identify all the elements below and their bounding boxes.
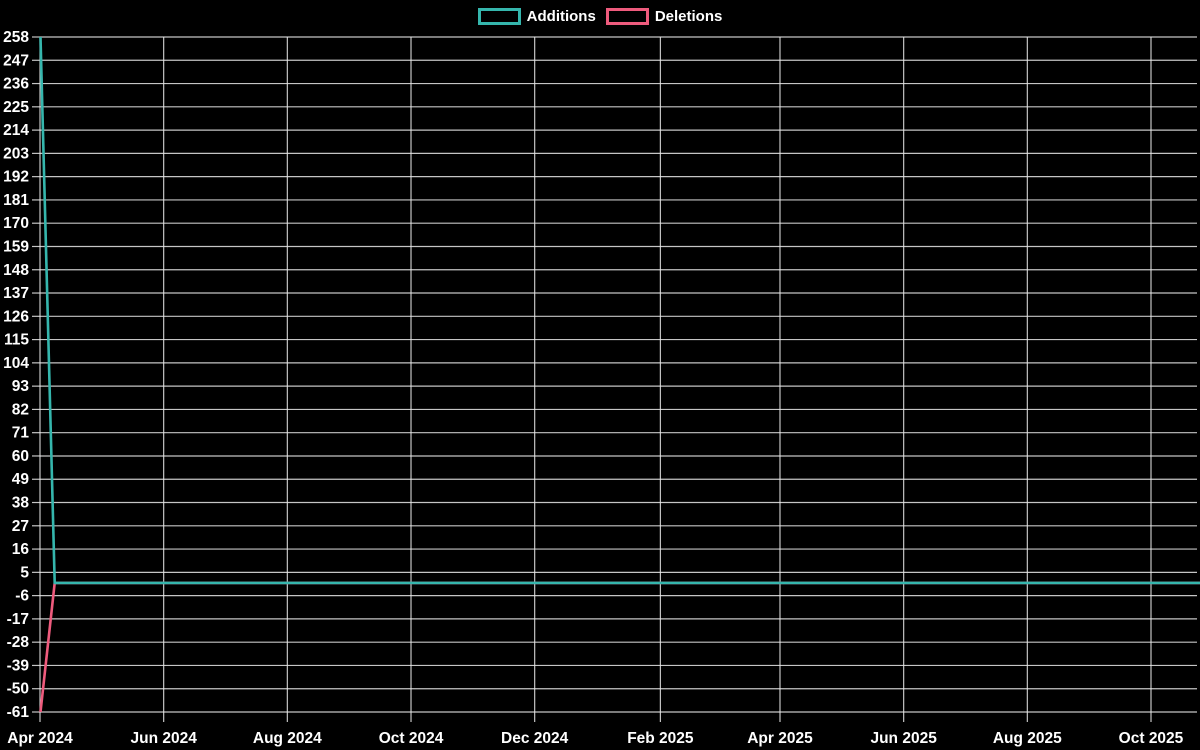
y-tick-label: 60 bbox=[12, 448, 29, 465]
x-tick-label: Apr 2025 bbox=[747, 730, 813, 747]
series-line-additions bbox=[39, 36, 1200, 585]
y-tick-label: 5 bbox=[20, 564, 29, 581]
y-tick-label: 236 bbox=[3, 76, 29, 93]
y-tick-label: 71 bbox=[12, 425, 30, 442]
y-tick-label: 49 bbox=[12, 471, 30, 488]
x-tick-label: Oct 2025 bbox=[1119, 730, 1184, 747]
y-tick-label: -50 bbox=[7, 681, 29, 698]
y-tick-label: 247 bbox=[3, 52, 29, 69]
x-tick-label: Feb 2025 bbox=[627, 730, 694, 747]
y-tick-label: 104 bbox=[3, 355, 29, 372]
chart-legend: Additions Deletions bbox=[0, 8, 1200, 25]
x-tick-label: Aug 2024 bbox=[253, 730, 322, 747]
y-tick-label: 93 bbox=[12, 378, 30, 395]
x-tick-label: Jun 2025 bbox=[870, 730, 937, 747]
deletions-swatch-icon bbox=[605, 8, 649, 25]
x-tick-label: Jun 2024 bbox=[130, 730, 197, 747]
legend-label-additions: Additions bbox=[526, 8, 596, 25]
y-tick-label: -61 bbox=[7, 704, 30, 721]
y-tick-label: -17 bbox=[7, 611, 29, 628]
y-tick-label: 159 bbox=[3, 238, 29, 255]
y-tick-label: 192 bbox=[3, 169, 29, 186]
y-tick-label: 203 bbox=[3, 145, 29, 162]
y-tick-label: 148 bbox=[3, 262, 29, 279]
y-tick-label: 82 bbox=[12, 401, 29, 418]
y-tick-label: -39 bbox=[7, 657, 30, 674]
y-tick-label: -28 bbox=[7, 634, 30, 651]
legend-item-deletions[interactable]: Deletions bbox=[605, 8, 723, 25]
y-tick-label: 27 bbox=[12, 518, 29, 535]
legend-item-additions[interactable]: Additions bbox=[477, 8, 596, 25]
legend-label-deletions: Deletions bbox=[654, 8, 723, 25]
y-tick-label: 258 bbox=[3, 29, 29, 46]
y-tick-label: 126 bbox=[3, 308, 29, 325]
series-line-deletions bbox=[39, 581, 1200, 713]
x-tick-label: Oct 2024 bbox=[379, 730, 444, 747]
y-tick-label: 38 bbox=[12, 495, 30, 512]
y-tick-label: 170 bbox=[3, 215, 29, 232]
y-tick-label: 181 bbox=[3, 192, 29, 209]
x-tick-label: Dec 2024 bbox=[501, 730, 569, 747]
y-tick-label: 115 bbox=[4, 332, 29, 349]
y-tick-label: -6 bbox=[15, 588, 29, 605]
y-tick-label: 137 bbox=[3, 285, 29, 302]
y-tick-label: 16 bbox=[12, 541, 30, 558]
y-tick-label: 225 bbox=[3, 99, 29, 116]
additions-swatch-icon bbox=[477, 8, 521, 25]
x-tick-label: Aug 2025 bbox=[993, 730, 1062, 747]
x-tick-label: Apr 2024 bbox=[7, 730, 73, 747]
y-tick-label: 214 bbox=[3, 122, 29, 139]
